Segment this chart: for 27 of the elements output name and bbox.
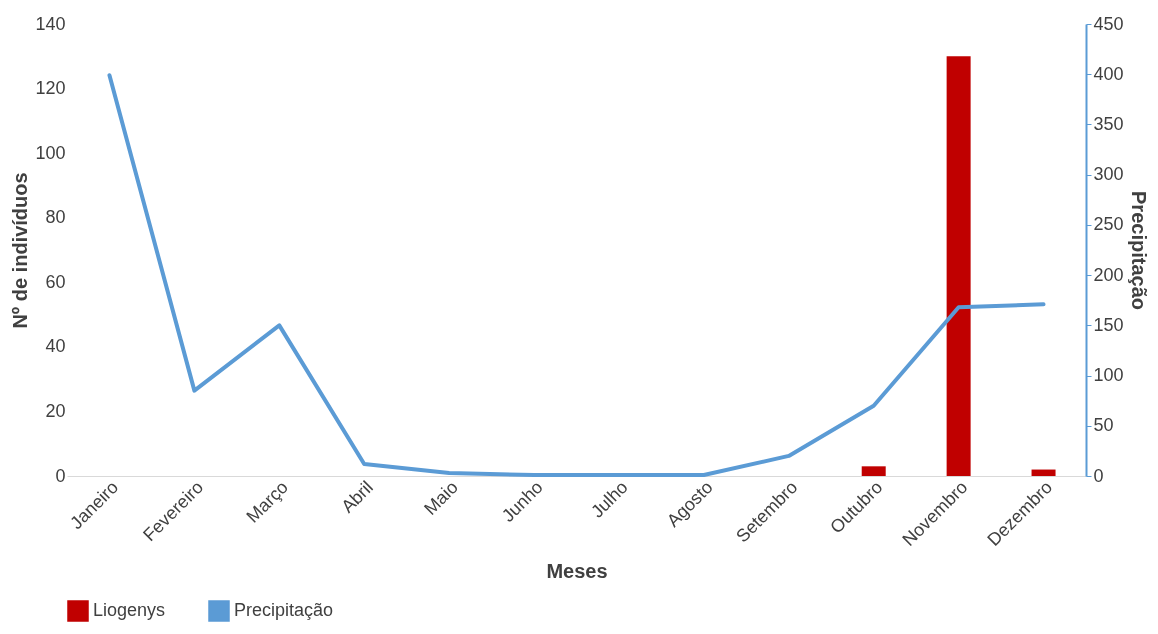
y-axis-title: Nº de indivíduos <box>9 172 32 329</box>
bar <box>861 466 886 476</box>
y-tick-label: 80 <box>45 207 66 228</box>
legend-label: Liogenys <box>93 600 166 620</box>
y2-tick-label: 100 <box>1093 365 1124 386</box>
y-tick-label: 140 <box>35 13 66 34</box>
x-axis-title: Meses <box>546 559 608 582</box>
y-tick-label: 100 <box>35 142 66 163</box>
y-tick-label: 0 <box>55 465 66 486</box>
y2-tick-label: 250 <box>1093 214 1124 235</box>
y2-tick-label: 200 <box>1093 264 1124 285</box>
y-tick-label: 40 <box>45 336 66 357</box>
y2-tick-label: 350 <box>1093 113 1124 134</box>
y-tick-label: 60 <box>45 271 66 292</box>
y2-tick-label: 0 <box>1093 465 1104 486</box>
y-tick-label: 120 <box>35 78 66 99</box>
line-series <box>107 73 1046 477</box>
y2-tick-label: 150 <box>1093 314 1124 335</box>
y2-tick-label: 50 <box>1093 415 1114 436</box>
bar <box>1031 469 1056 476</box>
y-tick-label: 20 <box>45 400 66 421</box>
bar <box>946 56 971 476</box>
y2-axis-title: Precipitação <box>1127 191 1150 310</box>
y2-tick-label: 450 <box>1093 13 1124 34</box>
legend-label: Precipitação <box>234 600 334 620</box>
y2-tick-label: 400 <box>1093 63 1124 84</box>
y2-tick-label: 300 <box>1093 164 1124 185</box>
